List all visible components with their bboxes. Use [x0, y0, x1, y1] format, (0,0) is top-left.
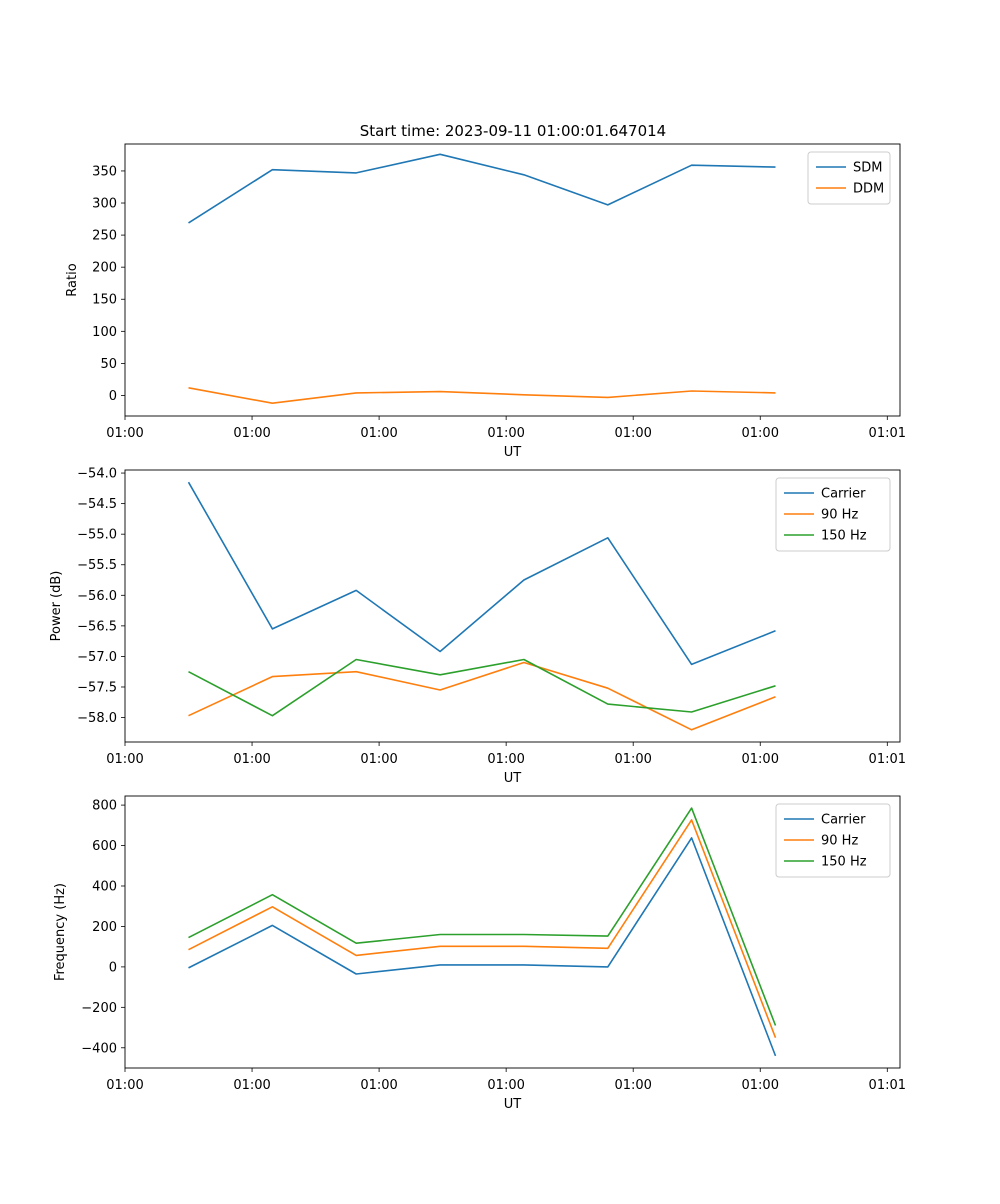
legend-label: Carrier — [821, 487, 866, 502]
legend-label: Carrier — [821, 813, 866, 828]
x-axis-label: UT — [504, 771, 522, 786]
x-tick-label: 01:01 — [869, 1078, 906, 1093]
x-tick-label: 01:00 — [614, 426, 651, 441]
x-tick-label: 01:00 — [742, 752, 779, 767]
y-tick-label: −54.5 — [77, 497, 117, 512]
y-tick-label: 0 — [109, 960, 117, 975]
x-tick-label: 01:00 — [742, 1078, 779, 1093]
y-tick-label: −54.0 — [77, 467, 117, 482]
y-tick-label: −56.5 — [77, 619, 117, 634]
y-tick-label: 0 — [109, 389, 117, 404]
x-tick-label: 01:00 — [487, 426, 524, 441]
x-tick-label: 01:00 — [106, 1078, 143, 1093]
legend-label: SDM — [853, 161, 882, 176]
x-axis-label: UT — [504, 1097, 522, 1112]
series-line-sdm — [188, 153, 776, 224]
y-tick-label: −57.0 — [77, 650, 117, 665]
y-tick-label: 200 — [92, 920, 117, 935]
x-tick-label: 01:00 — [360, 426, 397, 441]
legend-label: 150 Hz — [821, 855, 867, 870]
series-line-90-hz — [188, 819, 777, 1038]
y-tick-label: 50 — [100, 357, 117, 372]
legend-label: 90 Hz — [821, 834, 858, 849]
y-tick-label: 150 — [92, 293, 117, 308]
y-tick-label: 800 — [92, 799, 117, 814]
x-tick-label: 01:00 — [614, 1078, 651, 1093]
series-line-ddm — [188, 387, 776, 405]
axes-frame — [124, 469, 901, 743]
x-tick-label: 01:00 — [233, 426, 270, 441]
series-line-150-hz — [188, 807, 777, 1026]
x-tick-label: 01:00 — [487, 752, 524, 767]
y-tick-label: 100 — [92, 325, 117, 340]
series-line-90-hz — [188, 661, 776, 731]
y-tick-label: 400 — [92, 879, 117, 894]
figure-title: Start time: 2023-09-11 01:00:01.647014 — [360, 122, 666, 140]
y-tick-label: −200 — [81, 1001, 117, 1016]
y-tick-label: 600 — [92, 839, 117, 854]
legend-label: 150 Hz — [821, 529, 867, 544]
x-tick-label: 01:00 — [742, 426, 779, 441]
x-tick-label: 01:00 — [233, 1078, 270, 1093]
legend: Carrier 90 Hz 150 Hz — [775, 477, 891, 552]
y-tick-label: −55.5 — [77, 558, 117, 573]
y-tick-label: 250 — [92, 229, 117, 244]
x-tick-label: 01:01 — [869, 752, 906, 767]
legend-box — [775, 803, 891, 878]
x-tick-label: 01:00 — [614, 752, 651, 767]
x-tick-label: 01:00 — [233, 752, 270, 767]
series-line-carrier — [187, 481, 776, 666]
y-axis-label: Power (dB) — [49, 571, 64, 642]
y-axis-label: Frequency (Hz) — [53, 883, 68, 981]
legend-label: 90 Hz — [821, 508, 858, 523]
y-tick-label: 300 — [92, 197, 117, 212]
x-tick-label: 01:00 — [487, 1078, 524, 1093]
x-tick-label: 01:01 — [869, 426, 906, 441]
y-tick-label: −58.0 — [77, 711, 117, 726]
axes-frame — [124, 795, 901, 1069]
legend-box — [775, 477, 891, 552]
y-tick-label: 200 — [92, 261, 117, 276]
series-line-carrier — [188, 837, 777, 1057]
y-tick-label: −57.5 — [77, 680, 117, 695]
y-tick-label: −56.0 — [77, 589, 117, 604]
y-axis-label: Ratio — [65, 263, 80, 296]
x-tick-label: 01:00 — [106, 752, 143, 767]
y-tick-label: 350 — [92, 164, 117, 179]
legend-box — [807, 151, 891, 205]
x-tick-label: 01:00 — [360, 1078, 397, 1093]
x-tick-label: 01:00 — [106, 426, 143, 441]
panel-3: 01:00 01:00 01:00 01:00 01:00 01:00 01:01 −400 −… — [53, 795, 906, 1112]
panel-2: 01:00 01:00 01:00 01:00 01:00 01:00 01:01 −58.0… — [49, 467, 906, 786]
x-axis-label: UT — [504, 445, 522, 460]
y-tick-label: −55.0 — [77, 528, 117, 543]
legend-label: DDM — [853, 182, 884, 197]
axes-frame — [124, 143, 901, 417]
series-line-150-hz — [188, 658, 776, 717]
legend: Carrier 90 Hz 150 Hz — [775, 803, 891, 878]
y-tick-label: −400 — [81, 1041, 117, 1056]
x-tick-label: 01:00 — [360, 752, 397, 767]
legend: SDM DDM — [807, 151, 891, 205]
panel-1: 01:00 01:00 01:00 01:00 01:00 01:00 01:01 0 50 10… — [65, 143, 906, 460]
